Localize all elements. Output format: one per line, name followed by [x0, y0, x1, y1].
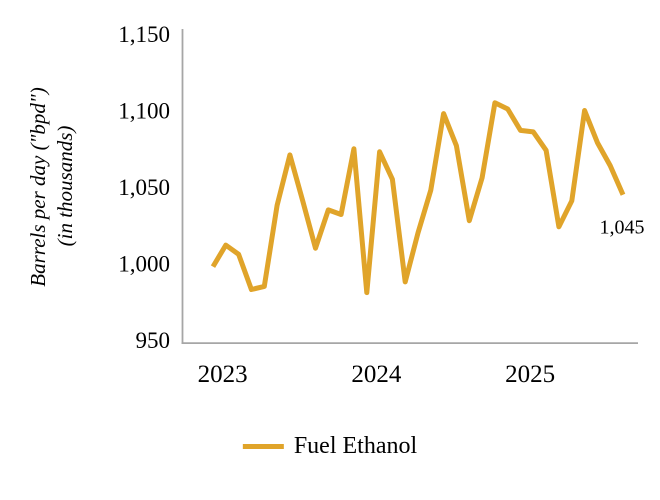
last-point-value-label: 1,045 [600, 217, 645, 239]
x-axis-tick-labels: 2023 2024 2025 [198, 361, 555, 388]
y-axis-tick-label: 1,000 [118, 252, 170, 277]
y-axis-title-line2: (in thousands) [53, 126, 77, 247]
legend-line-swatch [242, 444, 284, 449]
y-axis-tick-label: 1,100 [118, 99, 170, 124]
y-axis-tick-label: 1,150 [118, 22, 170, 47]
x-axis-tick-label: 2025 [505, 361, 555, 388]
x-axis-tick-label: 2024 [351, 361, 402, 388]
y-axis-tick-label: 950 [136, 328, 171, 353]
legend-series-label: Fuel Ethanol [293, 433, 418, 459]
y-axis-tick-labels: 1,150 1,100 1,050 1,000 950 [118, 22, 170, 353]
y-axis-tick-label: 1,050 [118, 175, 170, 200]
x-axis-tick-label: 2023 [198, 361, 248, 388]
y-axis-title-line1: Barrels per day ("bpd") [26, 87, 50, 286]
legend: Fuel Ethanol [242, 433, 418, 460]
fuel-ethanol-series-line [210, 100, 626, 296]
